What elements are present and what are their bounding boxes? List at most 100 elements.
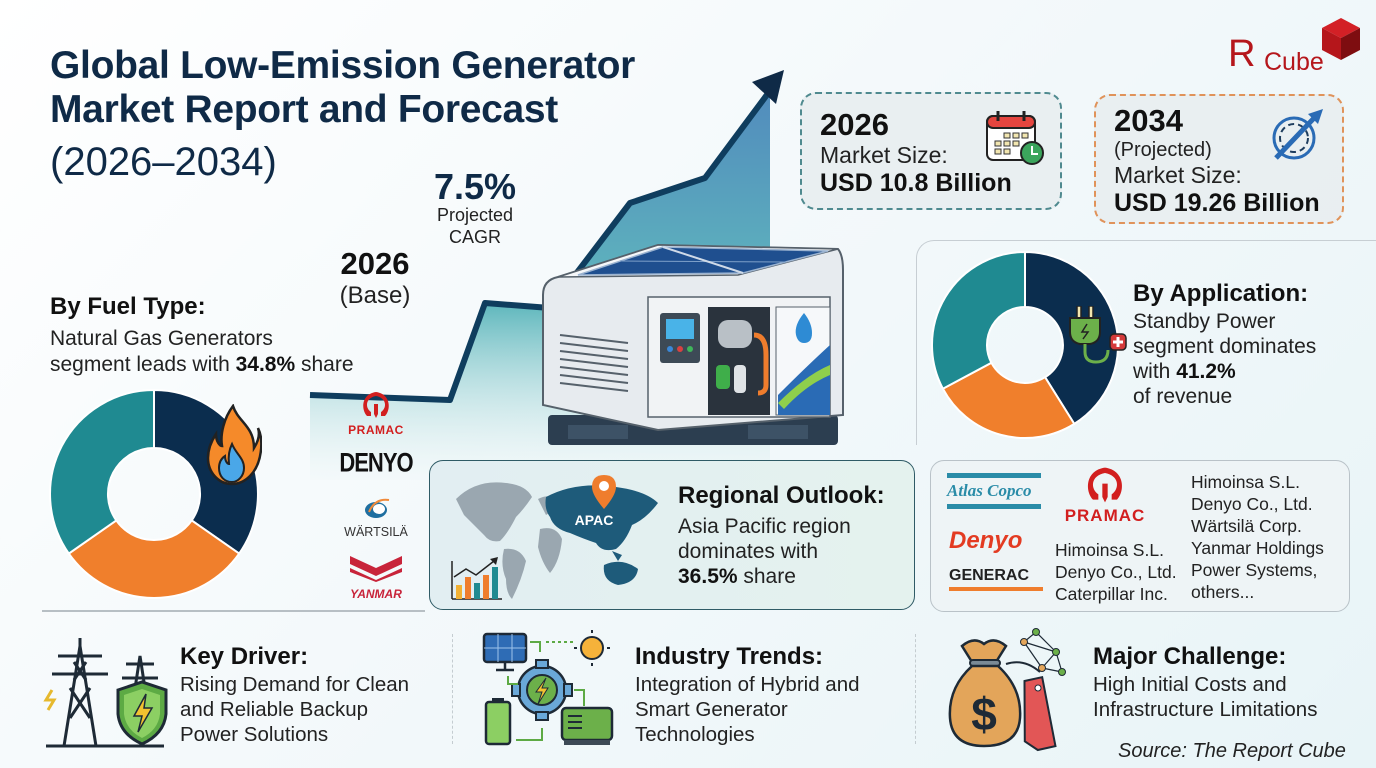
company-name: Himoinsa S.L. xyxy=(1191,472,1300,492)
application-line-2: segment dominates xyxy=(1133,335,1317,358)
source-attribution: Source: The Report Cube xyxy=(1118,740,1346,762)
cube-icon xyxy=(1322,18,1360,60)
company-name: Denyo Co., Ltd. xyxy=(1055,562,1177,582)
brand-logo: Я Cube xyxy=(1228,16,1363,76)
company-name: Denyo Co., Ltd. xyxy=(1191,494,1313,514)
application-line-1: Standby Power xyxy=(1133,310,1276,333)
fuel-line-2: segment leads with 34.8% share xyxy=(50,352,354,378)
money-bag-price-tag-icon: $ xyxy=(948,628,1066,752)
brand-name: PRAMAC xyxy=(348,423,404,437)
regional-line-1: Asia Pacific region xyxy=(678,515,851,538)
company-name: Caterpillar Inc. xyxy=(1055,584,1168,604)
regional-outlook-card: APAC xyxy=(429,460,915,610)
segment-orange xyxy=(67,519,241,599)
card-label: Market Size: xyxy=(1114,162,1242,188)
generac-logo: GENERAC xyxy=(949,567,1043,591)
segment-teal xyxy=(931,250,1026,391)
logo-text: Cube xyxy=(1264,48,1324,76)
segment-orange xyxy=(941,361,1076,439)
regional-share-suffix: share xyxy=(737,565,796,588)
brand-logo-wartsila: WÄRTSILÄ xyxy=(336,496,416,544)
base-label: (Base) xyxy=(339,282,411,309)
fuel-type-heading: By Fuel Type: xyxy=(50,293,206,320)
major-challenge-description: High Initial Costs and Infrastructure Li… xyxy=(1093,672,1317,722)
column-divider xyxy=(915,634,916,744)
major-challenge-line: Infrastructure Limitations xyxy=(1093,698,1318,721)
brand-logo-denyo: DENYO xyxy=(336,447,416,486)
forecast-years: (2026–2034) xyxy=(50,140,277,184)
key-driver-description: Rising Demand for Clean and Reliable Bac… xyxy=(180,672,409,747)
market-size-2026-card: 2026 Market Size: USD 10.8 Billion xyxy=(800,92,1062,210)
industry-trends-line: Technologies xyxy=(635,723,755,746)
power-plug-icon xyxy=(1069,306,1127,364)
fuel-line-2-prefix: segment leads with xyxy=(50,353,236,376)
regional-line-2: dominates with xyxy=(678,540,819,563)
company-list-col-1: Himoinsa S.L. Denyo Co., Ltd. Caterpilla… xyxy=(1055,539,1177,605)
logo-mark: Я xyxy=(1228,33,1256,75)
key-driver-line: Rising Demand for Clean xyxy=(180,673,410,696)
major-challenge-heading: Major Challenge: xyxy=(1093,643,1287,670)
world-map-icon: APAC xyxy=(451,475,658,600)
segment-teal xyxy=(49,388,155,555)
card-year: 2026 xyxy=(820,107,889,142)
brand-name: YANMAR xyxy=(350,587,402,601)
flame-icon xyxy=(206,404,262,486)
cagr-label: Projected CAGR xyxy=(420,204,530,248)
application-panel xyxy=(916,240,1376,445)
industry-trends-heading: Industry Trends: xyxy=(635,643,824,670)
application-heading: By Application: xyxy=(1133,280,1309,307)
generator-illustration xyxy=(542,243,844,445)
industry-trends-description: Integration of Hybrid and Smart Generato… xyxy=(635,672,860,747)
pramac-omega-icon xyxy=(1088,467,1122,503)
card-value: USD 10.8 Billion xyxy=(820,169,1012,197)
brand-name: WÄRTSILÄ xyxy=(344,525,408,539)
regional-description: Asia Pacific region dominates with 36.5%… xyxy=(678,514,851,589)
key-players-card: Atlas Copco PRAMAC Denyo GENERAC Himoins… xyxy=(930,460,1350,612)
pramac-logo: PRAMAC xyxy=(1055,467,1155,526)
hybrid-energy-gear-icon xyxy=(482,630,614,746)
key-driver-heading: Key Driver: xyxy=(180,643,309,670)
company-name: Yanmar Holdings xyxy=(1191,538,1324,558)
title-line-1: Global Low-Emission Generator xyxy=(50,44,636,87)
calendar-clock-icon xyxy=(986,111,1044,165)
regional-share-value: 36.5% xyxy=(678,565,738,588)
key-driver-line: Power Solutions xyxy=(180,723,329,746)
card-year: 2034 xyxy=(1114,103,1183,138)
power-tower-shield-icon xyxy=(43,638,168,748)
company-name: Power Systems, xyxy=(1191,560,1318,580)
title-line-2: Market Report and Forecast xyxy=(50,88,558,131)
card-value: USD 19.26 Billion xyxy=(1114,189,1320,217)
page-title: Global Low-Emission Generator Market Rep… xyxy=(50,44,635,132)
svg-text:$: $ xyxy=(971,688,997,740)
industry-trends-line: Integration of Hybrid and xyxy=(635,673,860,696)
industry-trends-line: Smart Generator xyxy=(635,698,788,721)
key-driver-line: and Reliable Backup xyxy=(180,698,369,721)
column-divider xyxy=(452,634,453,744)
major-challenge-line: High Initial Costs and xyxy=(1093,673,1287,696)
fuel-line-2-suffix: share xyxy=(295,353,354,376)
fuel-brand-logos: PRAMAC DENYO WÄRTSILÄ YANMAR xyxy=(336,392,416,612)
logo-text: PRAMAC xyxy=(1064,506,1146,525)
wartsila-swoosh-icon xyxy=(365,498,390,518)
regional-line-3: 36.5% share xyxy=(678,564,851,589)
card-sub-label: (Projected) xyxy=(1114,139,1212,161)
fuel-type-description: Natural Gas Generators segment leads wit… xyxy=(50,326,354,378)
application-line-4: of revenue xyxy=(1133,385,1233,408)
card-label: Market Size: xyxy=(820,142,948,168)
yanmar-chevron-icon xyxy=(350,556,402,582)
pramac-omega-icon xyxy=(363,392,389,418)
cagr-label-line-1: Projected xyxy=(436,205,514,225)
application-share-value: 41.2% xyxy=(1176,360,1236,383)
brand-name: DENYO xyxy=(339,447,413,478)
logo-text: GENERAC xyxy=(949,567,1030,584)
application-line-3: with 41.2% xyxy=(1133,359,1316,384)
company-name: others... xyxy=(1191,582,1255,602)
company-name: Wärtsilä Corp. xyxy=(1191,516,1302,536)
logo-text: Atlas Copco xyxy=(947,481,1032,500)
logo-text: Denyo xyxy=(949,527,1023,554)
map-region-label: APAC xyxy=(575,512,614,528)
fuel-line-1: Natural Gas Generators xyxy=(50,327,273,350)
market-size-2034-card: 2034 (Projected) Market Size: USD 19.26 … xyxy=(1094,94,1344,224)
application-description: Standby Power segment dominates with 41.… xyxy=(1133,309,1316,409)
application-line-3-prefix: with xyxy=(1133,360,1177,383)
